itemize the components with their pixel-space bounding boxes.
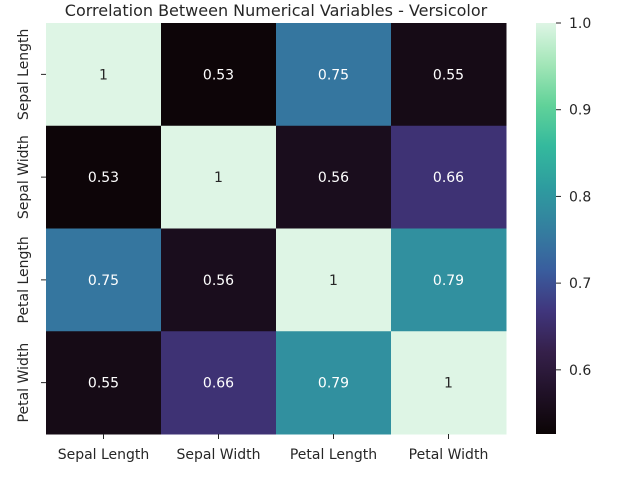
x-tick-label: Sepal Length — [58, 447, 150, 463]
cell-annotation: 1 — [444, 376, 453, 392]
cell-annotation: 0.79 — [433, 273, 464, 289]
heatmap-cell — [46, 23, 162, 127]
heatmap-cells — [46, 23, 507, 435]
x-tick-label: Sepal Width — [177, 447, 261, 463]
cell-annotation: 0.79 — [318, 376, 349, 392]
cell-annotation: 0.75 — [318, 67, 349, 83]
cell-annotation: 0.66 — [433, 170, 464, 186]
heatmap-cell — [391, 228, 507, 332]
heatmap-cell — [161, 331, 277, 435]
heatmap-cell — [276, 125, 392, 229]
chart-title: Correlation Between Numerical Variables … — [65, 1, 488, 20]
y-tick-label: Sepal Length — [16, 29, 32, 121]
y-tick-label: Petal Length — [16, 236, 32, 323]
cell-annotation: 0.55 — [88, 376, 119, 392]
cell-annotation: 0.75 — [88, 273, 119, 289]
heatmap-cell — [276, 331, 392, 435]
heatmap-annotations: 1 0.53 0.75 0.55 0.53 1 0.56 0.66 0.75 0.56 1 0.79 0… — [88, 67, 464, 391]
x-tick-label: Petal Width — [409, 447, 489, 463]
heatmap-cell — [276, 228, 392, 332]
cell-annotation: 1 — [99, 67, 108, 83]
colorbar: 0.6 0.7 0.8 0.9 1.0 — [536, 16, 591, 434]
heatmap-cell — [391, 125, 507, 229]
cell-annotation: 0.55 — [433, 67, 464, 83]
heatmap-cell — [46, 228, 162, 332]
cell-annotation: 0.53 — [88, 170, 119, 186]
colorbar-tick-label: 0.8 — [569, 189, 591, 205]
colorbar-tick-label: 0.7 — [569, 276, 591, 292]
heatmap-cell — [161, 125, 277, 229]
heatmap-cell — [46, 331, 162, 435]
cell-annotation: 1 — [329, 273, 338, 289]
cell-annotation: 0.66 — [203, 376, 234, 392]
cell-annotation: 0.53 — [203, 67, 234, 83]
x-tick-label: Petal Length — [290, 447, 377, 463]
cell-annotation: 0.56 — [318, 170, 349, 186]
y-tick-label: Sepal Width — [16, 135, 32, 219]
heatmap-cell — [161, 228, 277, 332]
heatmap-cell — [46, 125, 162, 229]
y-axis: Sepal Length Sepal Width Petal Length Petal… — [16, 29, 46, 423]
colorbar-tick-label: 0.6 — [569, 363, 591, 379]
cell-annotation: 1 — [214, 170, 223, 186]
cell-annotation: 0.56 — [203, 273, 234, 289]
heatmap-cell — [391, 331, 507, 435]
x-axis: Sepal Length Sepal Width Petal Length Petal… — [58, 434, 489, 463]
y-tick-label: Petal Width — [16, 343, 32, 423]
heatmap-cell — [391, 23, 507, 127]
heatmap-cell — [161, 23, 277, 127]
colorbar-gradient — [536, 23, 556, 434]
colorbar-tick-label: 0.9 — [569, 103, 591, 119]
colorbar-tick-label: 1.0 — [569, 16, 591, 32]
heatmap-cell — [276, 23, 392, 127]
